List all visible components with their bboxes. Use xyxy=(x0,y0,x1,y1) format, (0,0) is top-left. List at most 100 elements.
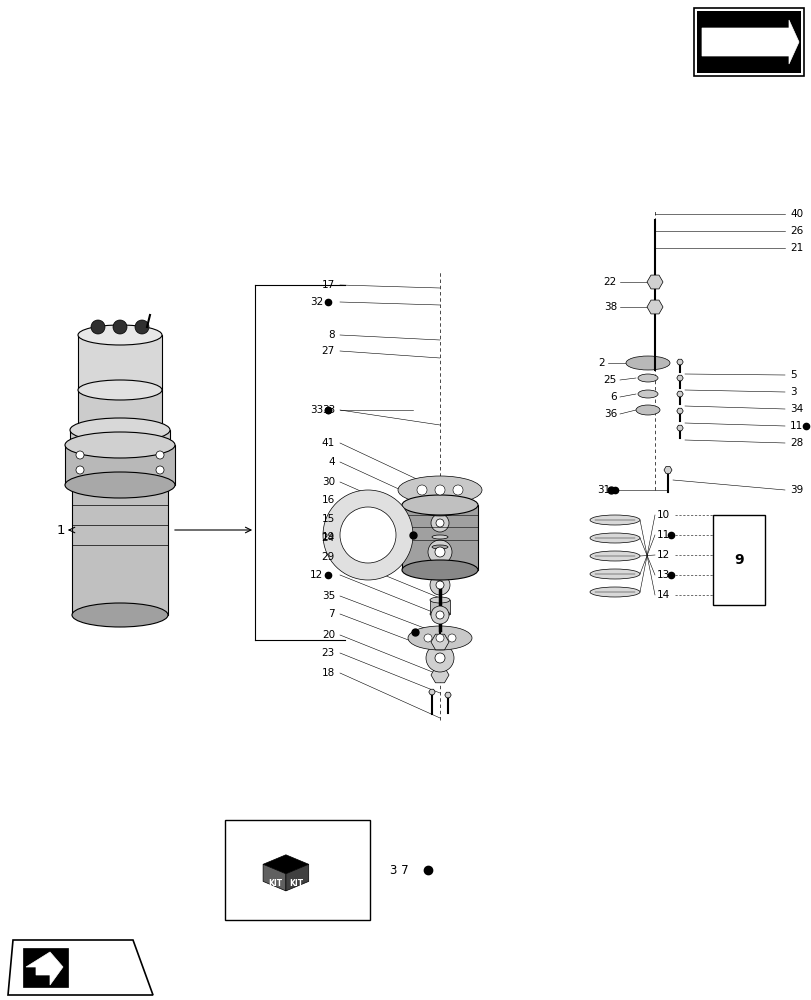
Polygon shape xyxy=(285,864,308,891)
Text: 20: 20 xyxy=(321,630,335,640)
Circle shape xyxy=(76,466,84,474)
Text: 40: 40 xyxy=(789,209,802,219)
Ellipse shape xyxy=(65,432,175,458)
Circle shape xyxy=(435,653,444,663)
Text: 27: 27 xyxy=(321,346,335,356)
Polygon shape xyxy=(263,864,285,891)
Ellipse shape xyxy=(637,374,657,382)
Text: 35: 35 xyxy=(321,591,335,601)
Polygon shape xyxy=(676,375,682,381)
Text: 13: 13 xyxy=(656,570,669,580)
Text: 19: 19 xyxy=(321,532,335,542)
Ellipse shape xyxy=(635,405,659,415)
Text: 10: 10 xyxy=(656,510,669,520)
Text: 25: 25 xyxy=(603,375,616,385)
Text: 18: 18 xyxy=(321,668,335,678)
Ellipse shape xyxy=(431,535,448,539)
Text: 7: 7 xyxy=(328,609,335,619)
Text: 24: 24 xyxy=(321,533,335,543)
Circle shape xyxy=(423,634,431,642)
Polygon shape xyxy=(431,634,448,650)
Text: 21: 21 xyxy=(789,243,802,253)
Text: 26: 26 xyxy=(789,226,802,236)
Ellipse shape xyxy=(397,476,482,504)
Ellipse shape xyxy=(430,597,449,603)
Circle shape xyxy=(453,485,462,495)
Polygon shape xyxy=(676,408,682,414)
Text: 1: 1 xyxy=(57,524,65,536)
Circle shape xyxy=(436,581,444,589)
Text: 33: 33 xyxy=(309,405,323,415)
Circle shape xyxy=(430,575,449,595)
Polygon shape xyxy=(646,300,663,314)
Circle shape xyxy=(156,451,164,459)
Text: 3: 3 xyxy=(789,387,796,397)
Ellipse shape xyxy=(78,380,162,400)
Circle shape xyxy=(436,519,444,527)
Circle shape xyxy=(427,540,452,564)
Bar xyxy=(65,445,175,485)
Text: 34: 34 xyxy=(789,404,802,414)
Circle shape xyxy=(436,634,444,642)
Polygon shape xyxy=(23,948,68,987)
Circle shape xyxy=(76,451,84,459)
Ellipse shape xyxy=(590,515,639,525)
Circle shape xyxy=(113,320,127,334)
Text: 15: 15 xyxy=(321,514,335,524)
Circle shape xyxy=(448,634,456,642)
Ellipse shape xyxy=(70,418,169,442)
Text: 2: 2 xyxy=(598,358,604,368)
Text: 39: 39 xyxy=(789,485,802,495)
Bar xyxy=(401,505,478,570)
Circle shape xyxy=(431,514,448,532)
Polygon shape xyxy=(663,467,672,473)
Ellipse shape xyxy=(590,587,639,597)
Ellipse shape xyxy=(590,551,639,561)
Text: 16: 16 xyxy=(321,495,335,505)
Bar xyxy=(78,335,162,390)
Circle shape xyxy=(426,644,453,672)
Ellipse shape xyxy=(78,325,162,345)
Circle shape xyxy=(156,466,164,474)
Text: 12: 12 xyxy=(656,550,669,560)
Bar xyxy=(225,820,370,920)
Ellipse shape xyxy=(72,603,168,627)
Polygon shape xyxy=(646,275,663,289)
Text: 22: 22 xyxy=(603,277,616,287)
Text: 14: 14 xyxy=(656,590,669,600)
Text: 4: 4 xyxy=(328,457,335,467)
Bar xyxy=(712,515,764,605)
Text: 11: 11 xyxy=(789,421,802,431)
Circle shape xyxy=(91,320,105,334)
Bar xyxy=(693,8,803,76)
Text: 17: 17 xyxy=(321,280,335,290)
Circle shape xyxy=(435,547,444,557)
Circle shape xyxy=(436,611,444,619)
Text: 38: 38 xyxy=(603,302,616,312)
Text: 28: 28 xyxy=(789,438,802,448)
Polygon shape xyxy=(676,359,682,365)
Text: KIT: KIT xyxy=(289,879,303,888)
Text: 31: 31 xyxy=(596,485,609,495)
Ellipse shape xyxy=(401,495,478,515)
Polygon shape xyxy=(436,617,443,623)
Polygon shape xyxy=(676,391,682,397)
Text: 3 7: 3 7 xyxy=(389,863,408,876)
Bar xyxy=(78,390,162,430)
Ellipse shape xyxy=(430,611,449,617)
Circle shape xyxy=(435,485,444,495)
Text: 8: 8 xyxy=(328,330,335,340)
Polygon shape xyxy=(428,689,435,695)
Polygon shape xyxy=(702,20,798,64)
Text: 32: 32 xyxy=(309,297,323,307)
Circle shape xyxy=(340,507,396,563)
Bar xyxy=(430,600,449,614)
Polygon shape xyxy=(431,667,448,683)
Ellipse shape xyxy=(637,390,657,398)
Text: 11: 11 xyxy=(656,530,669,540)
Bar xyxy=(431,537,448,547)
Ellipse shape xyxy=(431,545,448,549)
Ellipse shape xyxy=(590,533,639,543)
Text: KIT: KIT xyxy=(268,879,282,888)
Polygon shape xyxy=(676,425,682,431)
